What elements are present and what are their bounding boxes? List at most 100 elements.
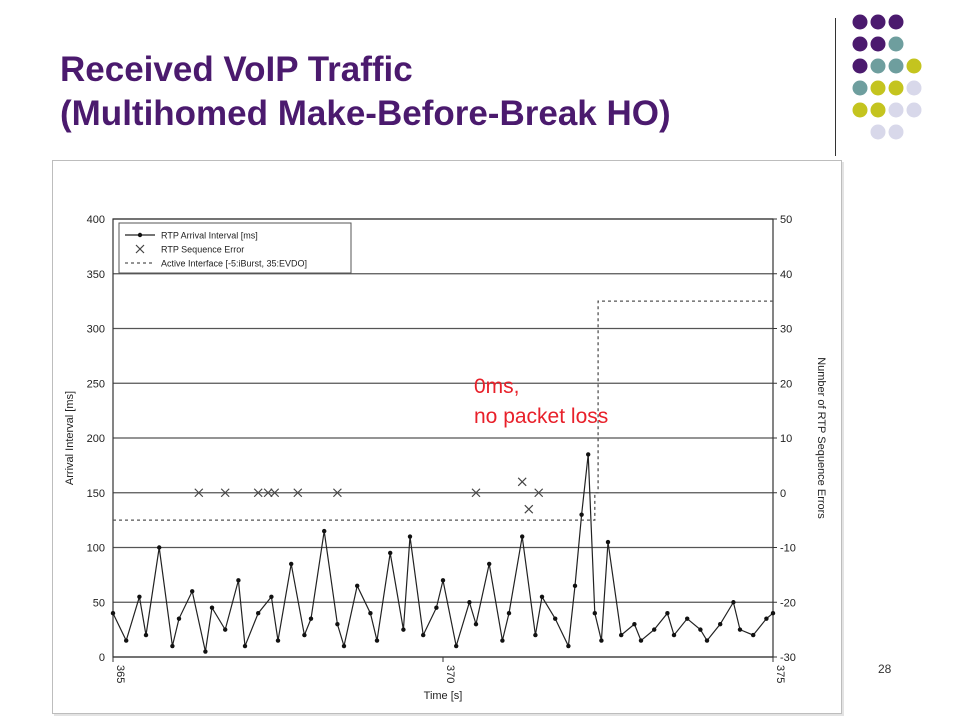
arrival-point [599, 638, 604, 643]
arrival-point [487, 561, 492, 567]
legend-entry-label: RTP Sequence Error [161, 245, 244, 255]
arrival-point [341, 643, 347, 649]
annotation-line2: no packet loss [474, 405, 609, 428]
arrival-point [467, 600, 472, 605]
arrival-point [572, 583, 578, 589]
sequence-error-marker [332, 488, 342, 498]
legend-entry-label: RTP Arrival Interval [ms] [161, 231, 258, 241]
arrival-point [566, 643, 571, 649]
sequence-error-marker [471, 488, 481, 498]
sequence-error-stroke [253, 488, 263, 498]
y2-tick-label: 50 [780, 214, 792, 226]
decorative-dot [870, 80, 886, 96]
x-tick-label: 365 [114, 665, 126, 683]
decorative-dot [888, 102, 904, 118]
y2-tick-label: -20 [780, 597, 796, 609]
y2-tick-label: -10 [780, 543, 796, 555]
sequence-error-marker [517, 477, 527, 487]
slide-title-line2: (Multihomed Make-Before-Break HO) [60, 94, 671, 133]
sequence-error-marker [534, 488, 544, 498]
arrival-point [335, 621, 340, 627]
arrival-point [308, 616, 314, 621]
sequence-error-stroke [293, 488, 303, 498]
sequence-error-marker [220, 488, 230, 498]
annotation-line1: 0ms, [474, 375, 520, 398]
sequence-error-marker [270, 488, 280, 498]
arrival-point [236, 578, 241, 583]
arrival-point [289, 561, 294, 567]
arrival-point [454, 643, 459, 649]
y-tick-label: 350 [87, 269, 105, 281]
decorative-dot [906, 80, 922, 96]
sequence-error-stroke [534, 488, 544, 498]
y2-tick-label: 20 [780, 378, 792, 390]
arrival-point [190, 589, 195, 594]
arrival-point [539, 594, 545, 599]
decorative-dot [852, 80, 868, 96]
decorative-dot [852, 36, 868, 52]
arrival-point [143, 632, 149, 638]
sequence-error-marker [253, 488, 263, 498]
decorative-dot [906, 102, 922, 118]
sequence-error-stroke [270, 488, 280, 498]
arrival-point [388, 550, 393, 556]
y-axis-label: Arrival Interval [ms] [64, 391, 76, 485]
y2-tick-label: 0 [780, 488, 786, 500]
decorative-dot [852, 14, 868, 30]
decorative-dot [870, 124, 886, 140]
arrival-point [355, 583, 360, 589]
arrival-point [632, 621, 637, 627]
chart-annotation: 0ms, no packet loss [474, 372, 608, 432]
legend-entry-label: Active Interface [-5:iBurst, 35:EVDO] [161, 259, 307, 269]
arrival-point [440, 578, 446, 583]
sequence-error-stroke [220, 488, 230, 498]
sequence-error-marker [194, 488, 204, 498]
arrival-point [124, 638, 129, 643]
sequence-error-stroke [332, 488, 342, 498]
legend-swatch-marker [137, 232, 143, 238]
decorative-dot [852, 102, 868, 118]
arrival-point [652, 627, 657, 632]
arrival-point [770, 611, 776, 616]
decorative-dot [906, 58, 922, 74]
arrival-point [322, 528, 327, 534]
arrival-point [368, 611, 373, 616]
decorative-dot [852, 58, 868, 74]
chart-legend: RTP Arrival Interval [ms] RTP Sequence Er… [118, 222, 352, 274]
decorative-dot [888, 80, 904, 96]
y2-tick-label: 40 [780, 269, 792, 281]
sequence-error-stroke [524, 504, 534, 514]
y2-tick-label: 30 [780, 324, 792, 336]
arrival-point [110, 611, 116, 616]
arrival-point [203, 649, 208, 654]
arrival-point [619, 632, 624, 638]
decorative-dot-grid [852, 14, 922, 140]
y-tick-label: 50 [93, 597, 105, 609]
y2-tick-label: 10 [780, 433, 792, 445]
series-arrival-interval [112, 454, 774, 652]
decorative-dot [888, 14, 904, 30]
legend-box [118, 222, 352, 274]
arrival-point [421, 632, 426, 638]
arrival-point [698, 627, 703, 632]
chart-figure: 0 50 100 150 200 250 300 350 400 -30 -20 -10 0 10 20 30… [52, 160, 842, 714]
arrival-point [374, 638, 380, 643]
y-tick-label: 300 [87, 324, 105, 336]
arrival-point [533, 632, 538, 638]
arrival-point [275, 638, 281, 643]
y-tick-label: 0 [99, 652, 105, 664]
sequence-error-marker [293, 488, 303, 498]
arrival-point [302, 632, 307, 638]
decorative-dot [888, 58, 904, 74]
arrival-point [223, 627, 228, 632]
arrival-point [553, 616, 558, 621]
arrival-point [718, 621, 723, 627]
arrival-point [685, 616, 690, 621]
legend-swatch-x [135, 244, 145, 254]
y-tick-label: 100 [87, 543, 105, 555]
arrival-point [176, 616, 182, 621]
arrival-point [170, 643, 175, 649]
y2-axis-label: Number of RTP Sequence Errors [815, 357, 827, 519]
slide-title-line1: Received VoIP Traffic [60, 50, 413, 89]
plot-area [112, 218, 774, 658]
